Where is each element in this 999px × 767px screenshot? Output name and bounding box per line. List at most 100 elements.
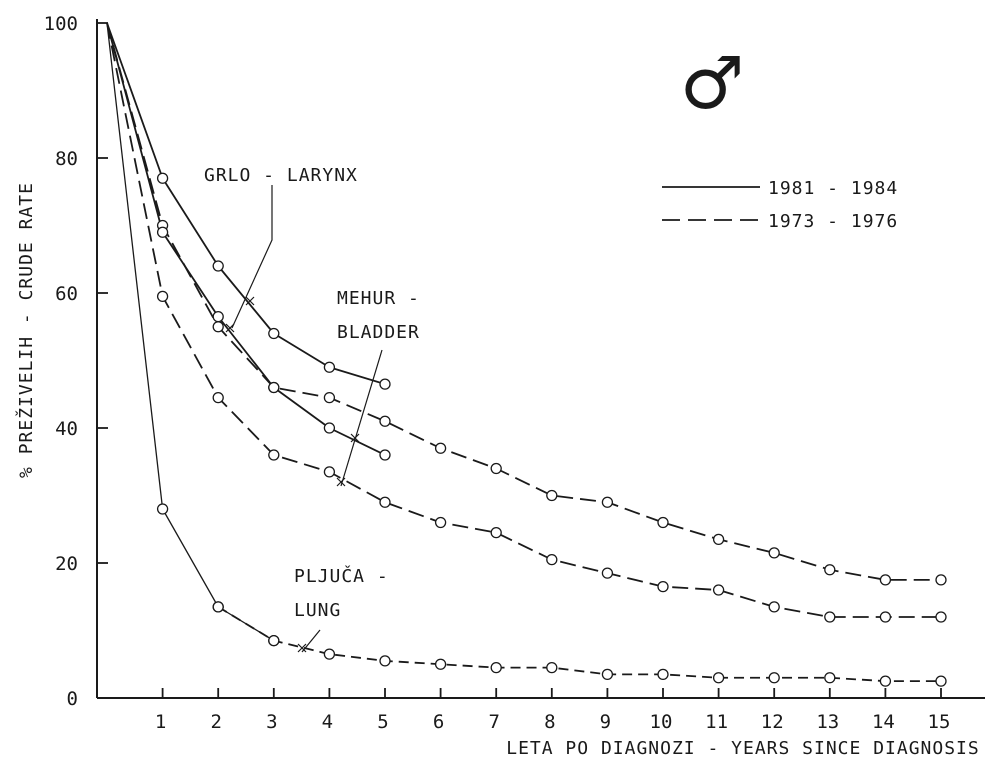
series-line-bladder-1973-1976 (106, 22, 941, 618)
data-point-bladder (379, 449, 391, 461)
data-point-lung (156, 503, 169, 515)
x-tick-label: 15 (928, 711, 951, 733)
data-point-larynx (323, 391, 336, 404)
series-layer (106, 22, 941, 683)
y-tick-label: 40 (55, 418, 78, 440)
data-point-bladder (268, 449, 280, 461)
data-point-larynx (379, 415, 391, 427)
data-point-bladder (323, 422, 336, 434)
data-point-lung (268, 634, 280, 647)
x-ticks: 1 2 3 4 5 6 7 8 9 10 11 12 13 14 15 (155, 688, 951, 733)
legend-label-1981-1984: 1981 - 1984 (768, 178, 898, 199)
annotation-leaders (225, 185, 383, 653)
lung-leader (301, 629, 321, 653)
data-point-bladder (434, 516, 447, 529)
male-symbol: ♂ (680, 41, 745, 125)
data-point-larynx (712, 533, 725, 546)
data-point-larynx (935, 574, 947, 586)
data-point-lung (434, 658, 447, 670)
data-point-larynx (824, 564, 836, 576)
data-point-lung (879, 675, 892, 687)
data-point-bladder (546, 553, 558, 566)
data-point-bladder (935, 611, 947, 623)
x-mark (225, 323, 235, 333)
data-point-lung (490, 661, 502, 674)
data-point-larynx (657, 516, 669, 529)
x-tick-label: 10 (650, 711, 673, 733)
data-point-lung (712, 672, 725, 684)
data-point-larynx (212, 321, 224, 333)
x-tick-label: 8 (544, 711, 555, 733)
x-tick-label: 14 (872, 711, 895, 733)
bladder-label-line1: MEHUR - (337, 288, 420, 309)
data-point-larynx (768, 547, 780, 559)
data-point-lung (657, 668, 669, 681)
data-point-larynx (323, 361, 336, 373)
larynx-x-marks (225, 296, 255, 333)
x-tick-label: 9 (600, 711, 611, 733)
lung-label-line1: PLJUČA - (294, 565, 389, 587)
series-line-lung-1973-1976 (217, 606, 941, 683)
data-point-larynx (546, 489, 558, 502)
data-point-larynx (212, 260, 224, 272)
x-tick-label: 4 (322, 711, 333, 733)
bladder-x-marks (336, 433, 360, 487)
data-point-larynx (379, 378, 391, 390)
data-point-lung (323, 648, 336, 660)
data-point-lung (601, 668, 614, 681)
x-mark (336, 477, 346, 487)
x-tick-label: 5 (377, 711, 388, 733)
data-point-lung (935, 675, 947, 687)
legend: 1981 - 1984 1973 - 1976 (662, 178, 898, 232)
y-axis-title: % PREŽIVELIH - CRUDE RATE (15, 182, 37, 478)
y-tick-label: 0 (67, 688, 78, 710)
data-point-bladder (879, 611, 892, 623)
data-point-bladder (268, 381, 280, 394)
x-tick-label: 3 (266, 711, 277, 733)
bladder-label-line2: BLADDER (337, 322, 420, 343)
x-tick-label: 13 (816, 711, 839, 733)
data-point-bladder (490, 526, 502, 539)
data-point-bladder (601, 567, 614, 579)
x-tick-label: 12 (761, 711, 784, 733)
data-point-bladder (824, 611, 836, 623)
x-mark (350, 433, 360, 443)
x-tick-label: 2 (210, 711, 221, 733)
x-tick-label: 11 (705, 711, 728, 733)
data-point-lung (824, 672, 836, 684)
x-tick-label: 7 (488, 711, 499, 733)
data-point-bladder (212, 310, 224, 323)
y-tick-label: 20 (55, 553, 78, 575)
data-point-bladder (768, 601, 780, 613)
data-point-bladder (712, 584, 725, 596)
data-point-larynx (601, 496, 614, 508)
data-point-bladder (379, 496, 391, 508)
series-line-bladder-1981-1984 (106, 22, 386, 456)
legend-label-1973-1976: 1973 - 1976 (768, 211, 898, 232)
lung-x-marks (297, 643, 307, 653)
bladder-leader (340, 349, 383, 487)
axes (96, 19, 985, 699)
data-point-lung (768, 672, 780, 684)
data-point-larynx (268, 327, 280, 340)
data-point-lung (212, 601, 224, 613)
series-line-larynx-1973-1976 (106, 22, 941, 581)
data-point-larynx (879, 574, 892, 586)
y-tick-label: 100 (44, 13, 78, 35)
data-point-larynx (156, 172, 169, 184)
data-point-bladder (156, 226, 169, 238)
y-tick-label: 80 (55, 148, 78, 170)
y-ticks: 0 20 40 60 80 100 (44, 13, 108, 710)
marker-layer (156, 172, 947, 687)
data-point-bladder (212, 391, 224, 404)
x-mark (245, 296, 255, 306)
data-point-lung (379, 655, 391, 667)
x-tick-label: 1 (155, 711, 166, 733)
data-point-bladder (323, 466, 336, 478)
data-point-larynx (490, 462, 502, 475)
series-line-larynx-1981-1984 (106, 22, 386, 385)
data-point-lung (546, 661, 558, 674)
x-mark (297, 643, 307, 653)
lung-label-line2: LUNG (294, 600, 341, 621)
